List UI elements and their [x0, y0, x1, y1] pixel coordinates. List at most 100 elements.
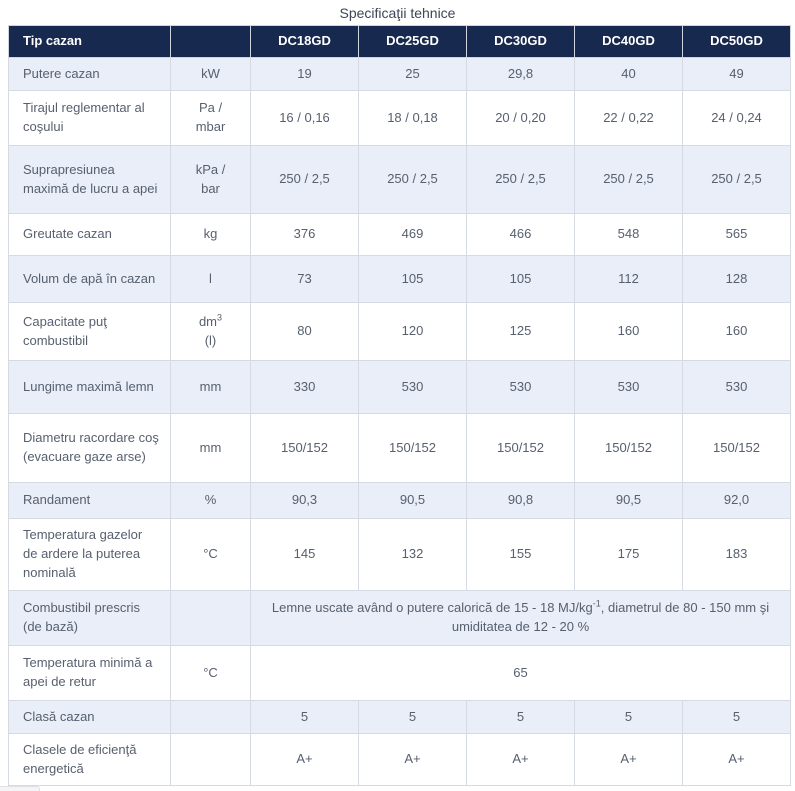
- unit-cell: °C: [170, 518, 251, 591]
- row-label: Randament: [8, 482, 171, 519]
- value-cell: 376: [250, 213, 359, 256]
- value-cell: 330: [250, 360, 359, 414]
- row-tirajul-reglementar: Tirajul reglementar al coşului Pa / mbar …: [8, 90, 791, 146]
- value-cell: 160: [574, 302, 683, 361]
- unit-text: kPa /: [195, 161, 226, 177]
- value-cell: 175: [574, 518, 683, 591]
- span-text: Lemne uscate având o putere calorică de …: [271, 600, 593, 616]
- value-cell: A+: [682, 733, 791, 786]
- value-cell: 25: [358, 57, 467, 91]
- specs-table: Tip cazan DC18GD DC25GD DC30GD DC40GD DC…: [8, 25, 791, 786]
- value-cell: 548: [574, 213, 683, 256]
- row-temperatura-gazelor: Temperatura gazelor de ardere la puterea…: [8, 518, 791, 591]
- value-cell: A+: [250, 733, 359, 786]
- unit-text-line2: (l): [204, 332, 217, 348]
- value-cell: 150/152: [466, 413, 575, 483]
- unit-text: mm: [199, 378, 222, 394]
- unit-cell: Pa / mbar: [170, 90, 251, 146]
- row-volum-apa: Volum de apă în cazan l 73 105 105 112 1…: [8, 255, 791, 303]
- unit-text: mm: [199, 439, 222, 455]
- unit-cell: kW: [170, 57, 251, 91]
- value-cell: 24 / 0,24: [682, 90, 791, 146]
- row-label: Capacitate puţ combustibil: [8, 302, 171, 361]
- unit-superscript: 3: [217, 312, 223, 323]
- row-diametru-racordare: Diametru racordare coş (evacuare gaze ar…: [8, 413, 791, 483]
- value-cell: 150/152: [358, 413, 467, 483]
- row-capacitate-put: Capacitate puţ combustibil dm3 (l) 80 120…: [8, 302, 791, 361]
- unit-text: kg: [203, 226, 218, 242]
- span-value-cell: 65: [250, 645, 791, 701]
- value-cell: 466: [466, 213, 575, 256]
- unit-text: kW: [201, 65, 220, 81]
- value-cell: 120: [358, 302, 467, 361]
- row-greutate-cazan: Greutate cazan kg 376 469 466 548 565: [8, 213, 791, 256]
- row-putere-cazan: Putere cazan kW 19 25 29,8 40 49: [8, 57, 791, 91]
- value-cell: 29,8: [466, 57, 575, 91]
- row-label: Volum de apă în cazan: [8, 255, 171, 303]
- value-cell: 150/152: [574, 413, 683, 483]
- unit-cell: °C: [170, 645, 251, 701]
- header-label-tip-cazan: Tip cazan: [8, 25, 171, 58]
- value-cell: 105: [466, 255, 575, 303]
- unit-text: dm: [198, 313, 218, 329]
- row-label: Clasele de eficienţă energetică: [8, 733, 171, 786]
- header-col-dc30gd: DC30GD: [466, 25, 575, 58]
- value-cell: 90,3: [250, 482, 359, 519]
- header-col-dc18gd: DC18GD: [250, 25, 359, 58]
- value-cell: 160: [682, 302, 791, 361]
- value-cell: 5: [250, 700, 359, 734]
- value-cell: A+: [574, 733, 683, 786]
- header-unit-cell: [170, 25, 251, 58]
- span-value-cell: Lemne uscate având o putere calorică de …: [250, 590, 791, 646]
- value-cell: 250 / 2,5: [250, 145, 359, 214]
- value-cell: 250 / 2,5: [358, 145, 467, 214]
- value-cell: 73: [250, 255, 359, 303]
- value-cell: 183: [682, 518, 791, 591]
- row-label: Temperatura gazelor de ardere la puterea…: [8, 518, 171, 591]
- unit-cell: mm: [170, 360, 251, 414]
- row-label: Clasă cazan: [8, 700, 171, 734]
- table-header-row: Tip cazan DC18GD DC25GD DC30GD DC40GD DC…: [8, 25, 791, 58]
- row-label: Diametru racordare coş (evacuare gaze ar…: [8, 413, 171, 483]
- span-text-after: , diametrul de 80 - 150 mm şi umiditatea…: [451, 600, 770, 634]
- unit-cell: mm: [170, 413, 251, 483]
- unit-text: Pa /: [198, 100, 223, 116]
- value-cell: 530: [466, 360, 575, 414]
- value-cell: 565: [682, 213, 791, 256]
- page-title: Specificaţii tehnice: [339, 5, 456, 21]
- value-cell: 22 / 0,22: [574, 90, 683, 146]
- row-clasa-cazan: Clasă cazan 5 5 5 5 5: [8, 700, 791, 734]
- value-cell: 250 / 2,5: [466, 145, 575, 214]
- row-combustibil-prescris: Combustibil prescris (de bază) Lemne usc…: [8, 590, 791, 646]
- unit-text: °C: [203, 546, 218, 562]
- value-cell: 16 / 0,16: [250, 90, 359, 146]
- header-col-dc25gd: DC25GD: [358, 25, 467, 58]
- value-cell: 40: [574, 57, 683, 91]
- unit-cell: [170, 733, 251, 786]
- value-cell: 92,0: [682, 482, 791, 519]
- row-suprapresiunea-maxima: Suprapresiunea maximă de lucru a apei kP…: [8, 145, 791, 214]
- value-cell: 150/152: [682, 413, 791, 483]
- value-cell: A+: [358, 733, 467, 786]
- value-cell: 128: [682, 255, 791, 303]
- partial-element-bottom: [0, 786, 40, 791]
- row-randament: Randament % 90,3 90,5 90,8 90,5 92,0: [8, 482, 791, 519]
- value-cell: 150/152: [250, 413, 359, 483]
- header-col-dc40gd: DC40GD: [574, 25, 683, 58]
- value-cell: 80: [250, 302, 359, 361]
- unit-text: l: [209, 270, 212, 286]
- value-cell: 5: [466, 700, 575, 734]
- value-cell: 145: [250, 518, 359, 591]
- row-lungime-maxima-lemn: Lungime maximă lemn mm 330 530 530 530 5…: [8, 360, 791, 414]
- unit-cell: %: [170, 482, 251, 519]
- unit-cell: kPa / bar: [170, 145, 251, 214]
- value-cell: 530: [574, 360, 683, 414]
- header-col-dc50gd: DC50GD: [682, 25, 791, 58]
- value-cell: 90,5: [574, 482, 683, 519]
- unit-cell: dm3 (l): [170, 302, 251, 361]
- unit-cell: [170, 590, 251, 646]
- row-label: Combustibil prescris (de bază): [8, 590, 171, 646]
- value-cell: 5: [358, 700, 467, 734]
- value-cell: 5: [574, 700, 683, 734]
- unit-cell: [170, 700, 251, 734]
